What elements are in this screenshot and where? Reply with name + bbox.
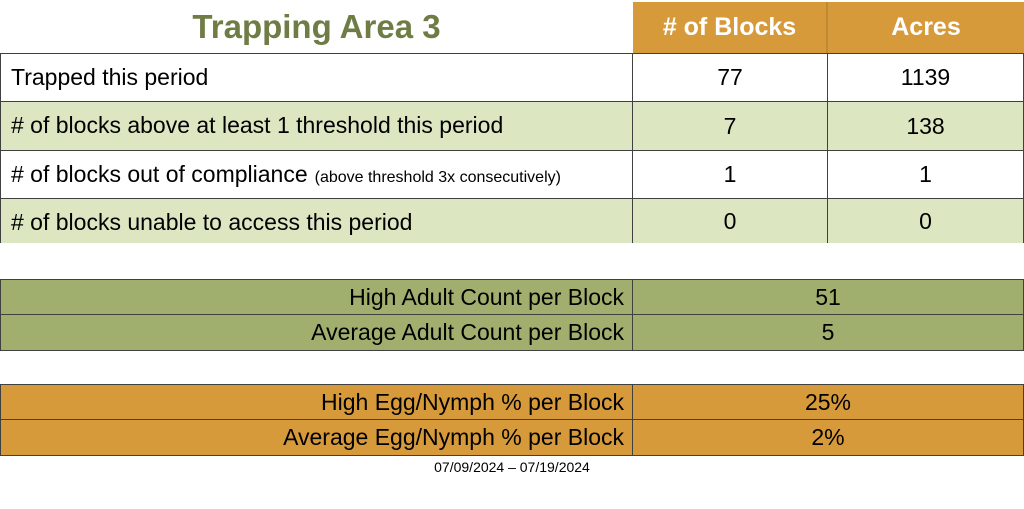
row-label: High Egg/Nymph % per Block <box>1 385 633 419</box>
table-row: Average Adult Count per Block 5 <box>1 315 1023 350</box>
row-label: Average Egg/Nymph % per Block <box>1 420 633 455</box>
acres-value: 0 <box>919 207 932 234</box>
page-title: Trapping Area 3 <box>0 0 633 53</box>
table-row: # of blocks above at least 1 threshold t… <box>1 102 1023 151</box>
table-row: Average Egg/Nymph % per Block 2% <box>1 420 1023 455</box>
row-label: High Adult Count per Block <box>1 280 633 314</box>
table-row: Trapped this period 77 1139 <box>1 54 1023 102</box>
row-value: 2% <box>811 424 845 450</box>
adult-count-section: High Adult Count per Block 51 Average Ad… <box>0 279 1024 351</box>
row-label-text: Trapped this period <box>11 64 209 90</box>
egg-nymph-section: High Egg/Nymph % per Block 25% Average E… <box>0 384 1024 456</box>
table-row: # of blocks unable to access this period… <box>1 199 1023 243</box>
table-row: High Adult Count per Block 51 <box>1 280 1023 315</box>
row-label: Trapped this period <box>1 54 633 101</box>
blocks-value: 7 <box>633 102 828 150</box>
row-label: Average Adult Count per Block <box>1 315 633 350</box>
row-label-note: (above threshold 3x consecutively) <box>314 169 561 186</box>
row-label-text: # of blocks unable to access this period <box>11 209 413 235</box>
row-value: 51 <box>815 283 841 310</box>
row-label: # of blocks above at least 1 threshold t… <box>1 102 633 150</box>
blocks-value: 77 <box>633 54 828 101</box>
blocks-value: 0 <box>633 199 828 243</box>
row-value: 25% <box>804 388 852 415</box>
acres-value: 1139 <box>900 64 951 90</box>
acres-value: 138 <box>906 112 945 139</box>
main-table: Trapped this period 77 1139 # of blocks … <box>0 53 1024 243</box>
blocks-value: 1 <box>633 151 828 198</box>
date-range: 07/09/2024 – 07/19/2024 <box>434 459 590 475</box>
column-header-acres: Acres <box>828 2 1024 53</box>
table-row: High Egg/Nymph % per Block 25% <box>1 385 1023 420</box>
column-header-blocks: # of Blocks <box>633 2 828 53</box>
row-label-text: # of blocks out of compliance <box>11 161 308 187</box>
row-label: # of blocks out of compliance (above thr… <box>1 151 633 198</box>
table-row: # of blocks out of compliance (above thr… <box>1 151 1023 199</box>
acres-value: 1 <box>919 161 932 187</box>
row-label-text: # of blocks above at least 1 threshold t… <box>11 112 504 138</box>
row-label: # of blocks unable to access this period <box>1 199 633 243</box>
row-value: 5 <box>821 319 835 345</box>
table-header-row: Trapping Area 3 # of Blocks Acres <box>0 0 1024 53</box>
